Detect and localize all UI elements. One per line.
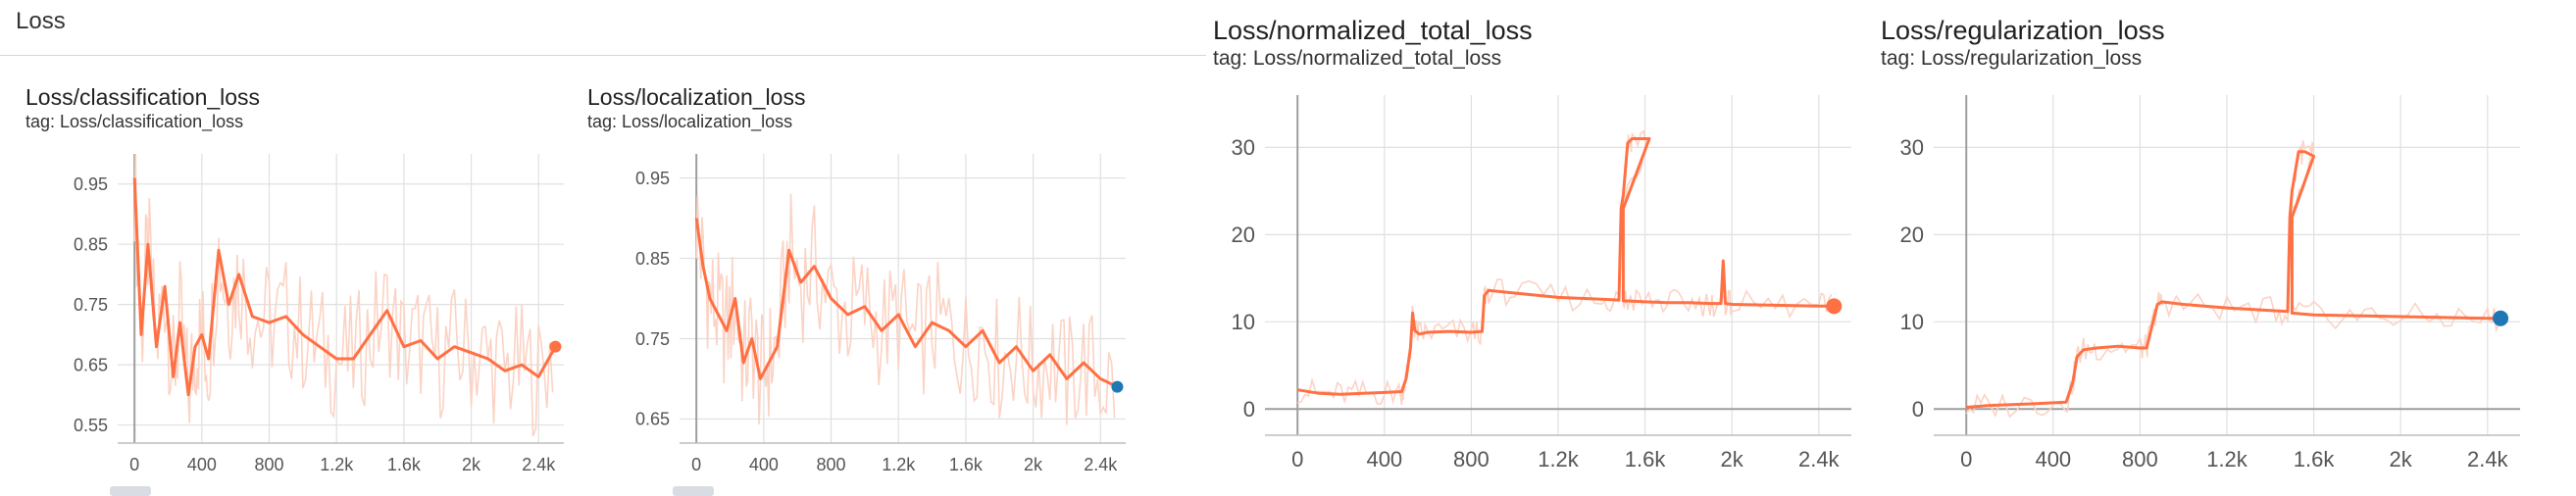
chart-title: Loss/classification_loss (25, 84, 261, 110)
chart-card-normalized-total-loss: Loss/normalized_total_loss tag: Loss/nor… (1213, 16, 1860, 496)
chart-card-regularization-loss: Loss/regularization_loss tag: Loss/regul… (1881, 16, 2528, 496)
chart-title: Loss/localization_loss (587, 84, 806, 110)
section-title: Loss (16, 8, 66, 34)
chart-title: Loss/regularization_loss (1881, 16, 2165, 45)
section-divider (0, 55, 1206, 56)
expand-toggle-classification[interactable] (110, 486, 151, 496)
chart-tag: tag: Loss/classification_loss (25, 112, 244, 131)
chart-tag: tag: Loss/localization_loss (587, 112, 793, 131)
chart-tag: tag: Loss/normalized_total_loss (1213, 47, 1502, 70)
chart-card-classification-loss: Loss/classification_loss tag: Loss/class… (25, 84, 575, 496)
chart-tag: tag: Loss/regularization_loss (1881, 47, 2143, 70)
expand-toggle-localization[interactable] (673, 486, 714, 496)
chart-title: Loss/normalized_total_loss (1213, 16, 1533, 45)
chart-card-localization-loss: Loss/localization_loss tag: Loss/localiz… (587, 84, 1136, 496)
